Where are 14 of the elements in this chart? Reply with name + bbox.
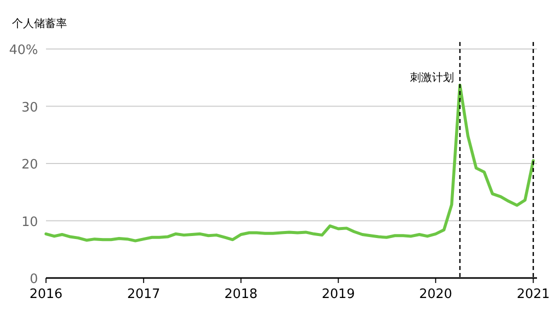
y-tick-label: 10 bbox=[21, 214, 38, 230]
line-series bbox=[44, 84, 535, 242]
y-tick-label: 0 bbox=[30, 272, 38, 287]
y-tick-label: 30 bbox=[21, 100, 38, 116]
x-tick-label: 2017 bbox=[127, 287, 160, 302]
x-tick-label: 2016 bbox=[29, 287, 63, 302]
x-tick-label: 2020 bbox=[419, 287, 452, 302]
x-tick-label: 2019 bbox=[322, 287, 355, 302]
y-axis-title: 个人储蓄率 bbox=[12, 17, 67, 30]
x-tick-label: 2018 bbox=[224, 287, 258, 302]
ref-line-label: 刺激计划 bbox=[410, 71, 454, 84]
y-tick-label: 20 bbox=[21, 158, 38, 172]
y-tick-label: 40% bbox=[9, 43, 38, 58]
x-tick-label: 2021 bbox=[516, 287, 550, 302]
